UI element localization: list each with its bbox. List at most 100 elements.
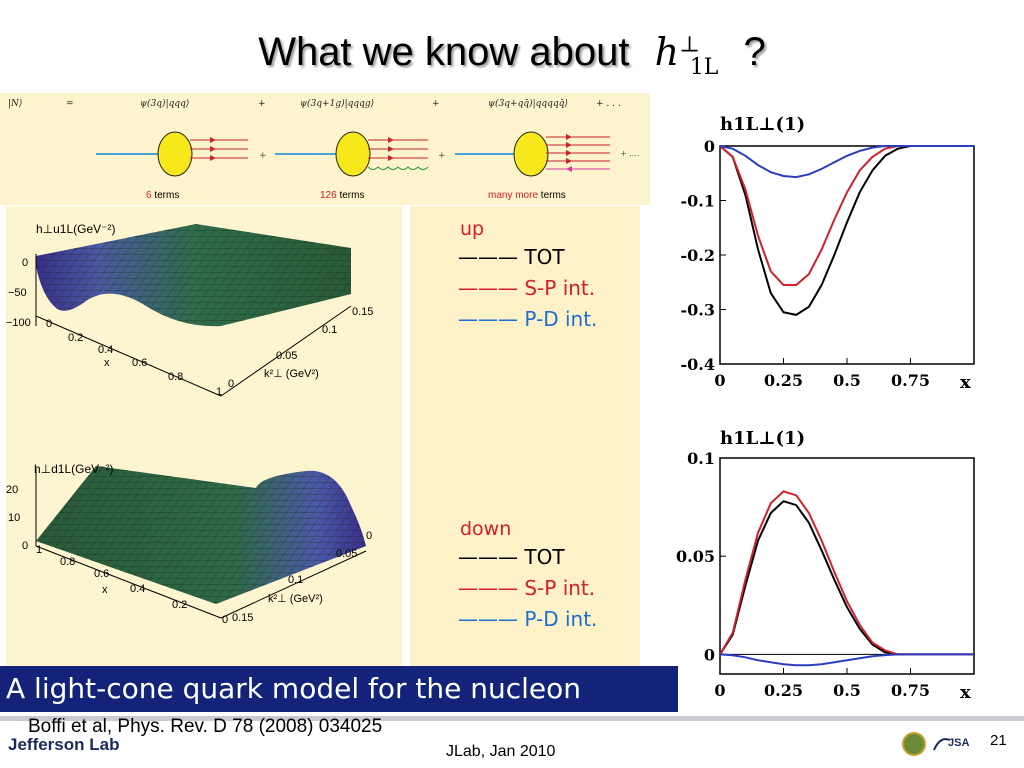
down-xtick-0: 1 bbox=[36, 544, 43, 556]
title-suffix: ? bbox=[743, 30, 766, 74]
fock-diagrams: + + + .... bbox=[96, 131, 639, 177]
up-ktick-1: 0.05 bbox=[276, 350, 298, 362]
y-tick-label: 0 bbox=[704, 137, 715, 156]
down-ktick-1: 0.05 bbox=[336, 548, 358, 560]
up-xlabel: x bbox=[104, 357, 110, 369]
down-ztick-2: 0 bbox=[22, 540, 29, 552]
down-klabel: k²⊥ (GeV²) bbox=[268, 593, 323, 605]
down-xtick-5: 0 bbox=[222, 614, 229, 626]
fock-label-3: many more terms bbox=[488, 190, 566, 201]
banner: A light-cone quark model for the nucleon bbox=[0, 666, 678, 712]
up-xtick-3: 0.6 bbox=[132, 357, 148, 369]
down-zlabel: h⊥d1L(GeV⁻²) bbox=[34, 462, 114, 476]
y-tick-label: 0.05 bbox=[676, 547, 715, 566]
up-ktick-2: 0.1 bbox=[322, 324, 338, 336]
fock-eq: = bbox=[66, 99, 74, 109]
x-tick-label: 0.75 bbox=[891, 371, 930, 390]
down-ktick-3: 0.15 bbox=[232, 612, 254, 624]
svg-text:+ ....: + .... bbox=[620, 149, 639, 158]
series-line-p-d-int- bbox=[719, 653, 974, 667]
up-xtick-5: 1 bbox=[216, 386, 223, 398]
legend-down-sp: ——— S-P int. bbox=[458, 576, 596, 600]
down-xlabel: x bbox=[102, 584, 108, 596]
legend-panel: up ——— TOT ——— S-P int. ——— P-D int. dow… bbox=[410, 206, 640, 666]
up-zlabel: h⊥u1L(GeV⁻²) bbox=[36, 222, 116, 236]
surface-plots-panel: h⊥u1L(GeV⁻²) 0 −50 −100 0 0.2 0.4 0.6 0.… bbox=[6, 206, 402, 666]
fock-label-2: 126 terms bbox=[320, 190, 365, 201]
y-tick-label: 0.1 bbox=[687, 449, 715, 468]
up-klabel: k²⊥ (GeV²) bbox=[264, 368, 319, 380]
x-axis-label: x bbox=[960, 372, 971, 393]
x-tick-label: 0.25 bbox=[764, 681, 803, 700]
down-ztick-0: 20 bbox=[6, 484, 19, 496]
y-tick-label: -0.2 bbox=[681, 246, 715, 265]
footer-center-text: JLab, Jan 2010 bbox=[446, 743, 556, 760]
y-tick-label: -0.4 bbox=[681, 355, 715, 374]
series-line-s-p-int- bbox=[719, 145, 974, 286]
down-xtick-2: 0.6 bbox=[94, 568, 110, 580]
series-line-tot bbox=[719, 500, 974, 656]
up-ktick-0: 0 bbox=[228, 378, 235, 390]
plot-frame bbox=[719, 145, 975, 365]
fock-term3: ψ(3q+qq̄)|qqqqq̄⟩ bbox=[488, 99, 568, 109]
citation: Boffi et al, Phys. Rev. D 78 (2008) 0340… bbox=[28, 716, 383, 737]
page-number: 21 bbox=[990, 732, 1007, 749]
up-ztick-0: 0 bbox=[22, 257, 29, 269]
up-xtick-4: 0.8 bbox=[168, 371, 184, 383]
down-xtick-4: 0.2 bbox=[172, 599, 188, 611]
down-ktick-2: 0.1 bbox=[288, 574, 304, 586]
title-symbol: h⊥1L bbox=[654, 30, 719, 80]
x-axis-label: x bbox=[960, 682, 971, 703]
x-tick-label: 0.25 bbox=[764, 371, 803, 390]
legend-down-title: down bbox=[460, 518, 512, 540]
slide-title: What we know about h⊥1L ? bbox=[0, 30, 1024, 80]
fock-term1: ψ(3q)|qqq⟩ bbox=[140, 99, 190, 109]
up-xtick-0: 0 bbox=[46, 318, 53, 330]
legend-up-tot: ——— TOT bbox=[458, 245, 565, 269]
series-line-s-p-int- bbox=[719, 490, 974, 656]
down-ktick-0: 0 bbox=[366, 530, 373, 542]
up-ktick-3: 0.15 bbox=[352, 306, 374, 318]
y-tick-label: -0.1 bbox=[681, 192, 715, 211]
up-xtick-1: 0.2 bbox=[68, 332, 84, 344]
x-tick-label: 0.5 bbox=[833, 681, 861, 700]
svg-text:+: + bbox=[259, 151, 267, 161]
fock-term2: ψ(3q+1g)|qqqg⟩ bbox=[300, 99, 375, 109]
fock-plus1: + bbox=[258, 99, 266, 109]
plot-frame bbox=[719, 457, 975, 675]
fock-lhs: |N⟩ bbox=[8, 99, 23, 109]
y-tick-label: 0 bbox=[704, 645, 715, 664]
legend-down-tot: ——— TOT bbox=[458, 545, 565, 569]
legend-up-title: up bbox=[460, 218, 485, 240]
series-line-tot bbox=[719, 145, 974, 316]
series-line-p-d-int- bbox=[719, 145, 974, 179]
up-xtick-2: 0.4 bbox=[98, 344, 114, 356]
down-xtick-3: 0.4 bbox=[130, 583, 146, 595]
chart-title: h1L⊥(1) bbox=[720, 428, 805, 449]
x-tick-label: 0 bbox=[714, 371, 725, 390]
fock-tail: + . . . bbox=[596, 99, 621, 109]
legend-up-pd: ——— P-D int. bbox=[458, 307, 598, 331]
surface-plot-up bbox=[35, 224, 367, 619]
down-xtick-1: 0.8 bbox=[60, 556, 76, 568]
down-ztick-1: 10 bbox=[8, 512, 21, 524]
fock-label-1: 6 terms bbox=[146, 190, 180, 201]
doe-seal-icon bbox=[902, 732, 926, 756]
x-tick-label: 0 bbox=[714, 681, 725, 700]
chart-bottom: h1L⊥(1) 0.1 0.05 0 0 0.25 0.5 0.75 x bbox=[668, 414, 982, 714]
jefferson-lab-logo: Jefferson Lab bbox=[8, 735, 120, 754]
legend-up-sp: ——— S-P int. bbox=[458, 276, 596, 300]
svg-text:+: + bbox=[438, 151, 446, 161]
chart-title: h1L⊥(1) bbox=[720, 114, 805, 135]
legend-down-pd: ——— P-D int. bbox=[458, 607, 598, 631]
up-ztick-2: −100 bbox=[6, 317, 31, 329]
jsa-text: JSA bbox=[948, 737, 969, 749]
x-tick-label: 0.75 bbox=[891, 681, 930, 700]
up-ztick-1: −50 bbox=[8, 287, 27, 299]
fock-expansion-panel: |N⟩ = ψ(3q)|qqq⟩ + ψ(3q+1g)|qqqg⟩ + ψ(3q… bbox=[0, 93, 650, 205]
x-tick-label: 0.5 bbox=[833, 371, 861, 390]
y-tick-label: -0.3 bbox=[681, 301, 715, 320]
title-prefix: What we know about bbox=[258, 30, 630, 74]
fock-plus2: + bbox=[432, 99, 440, 109]
jsa-logo: JSA bbox=[900, 728, 980, 763]
